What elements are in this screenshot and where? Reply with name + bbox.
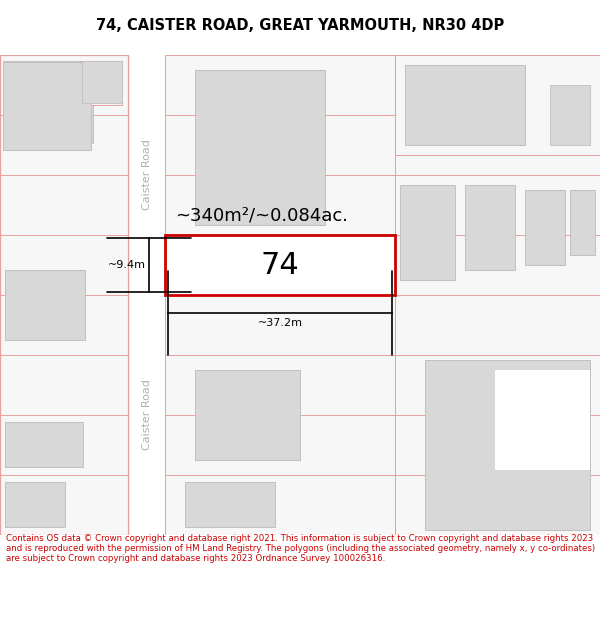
Bar [165, 115, 395, 175]
Bar [0, 415, 128, 475]
Bar [165, 475, 395, 535]
Bar [400, 185, 455, 280]
Bar [165, 235, 395, 295]
Text: Contains OS data © Crown copyright and database right 2021. This information is : Contains OS data © Crown copyright and d… [6, 534, 595, 564]
Text: 74, CAISTER ROAD, GREAT YARMOUTH, NR30 4DP: 74, CAISTER ROAD, GREAT YARMOUTH, NR30 4… [96, 18, 504, 32]
Bar [405, 65, 525, 145]
Bar [165, 175, 395, 235]
Bar [82, 61, 122, 103]
Bar [395, 295, 600, 355]
Bar [550, 85, 590, 145]
Bar [5, 422, 83, 467]
Bar [0, 115, 128, 175]
Bar [425, 360, 590, 530]
Bar [165, 355, 395, 415]
Bar [0, 55, 128, 535]
Bar [395, 475, 600, 535]
Bar [395, 175, 600, 235]
Bar [395, 55, 600, 155]
Bar [525, 190, 565, 265]
Text: ~340m²/~0.084ac.: ~340m²/~0.084ac. [175, 206, 348, 224]
Bar [395, 235, 600, 295]
Bar [80, 61, 122, 105]
Bar [3, 62, 91, 150]
Bar [395, 55, 600, 155]
Text: Map shows position and indicative extent of the property.: Map shows position and indicative extent… [130, 61, 470, 74]
Bar [545, 55, 595, 155]
Bar [395, 155, 600, 175]
Bar [395, 355, 600, 415]
Bar [195, 370, 300, 460]
Bar [165, 55, 395, 115]
Bar [0, 295, 128, 355]
Bar [0, 175, 128, 235]
Bar [185, 482, 275, 527]
Bar [130, 55, 165, 535]
Bar [0, 355, 128, 415]
Bar [165, 235, 395, 295]
Bar [195, 70, 325, 225]
Bar [220, 240, 320, 290]
Bar [570, 190, 595, 255]
Bar [495, 370, 590, 470]
Text: ~9.4m: ~9.4m [108, 260, 146, 270]
Bar [5, 270, 85, 340]
Text: 74: 74 [260, 251, 299, 279]
Bar [0, 55, 128, 155]
Bar [0, 475, 128, 535]
Bar [3, 61, 93, 143]
Bar [165, 415, 395, 475]
Bar [5, 482, 65, 527]
Bar [395, 415, 600, 475]
Bar [0, 235, 128, 295]
Bar [465, 185, 515, 270]
Text: Caister Road: Caister Road [143, 379, 152, 451]
Text: ~37.2m: ~37.2m [257, 318, 302, 328]
Bar [0, 55, 128, 115]
Text: Caister Road: Caister Road [143, 139, 152, 211]
Bar [165, 295, 395, 355]
